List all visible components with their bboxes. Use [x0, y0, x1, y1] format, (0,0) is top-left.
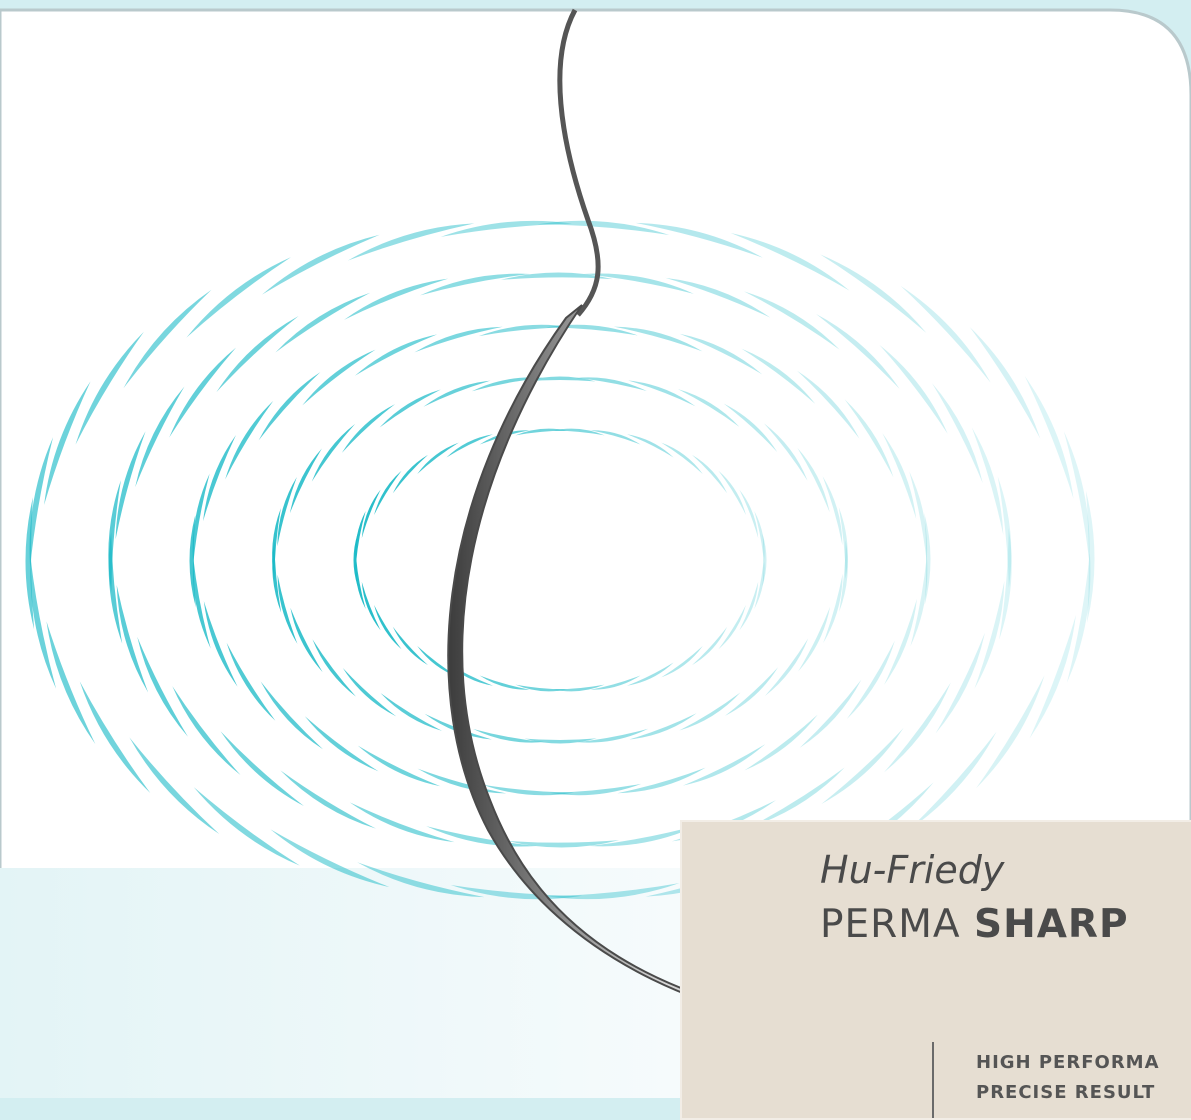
product-name: PERMA SHARP	[820, 902, 1129, 947]
divider	[932, 1042, 934, 1120]
product-card: Hu-Friedy PERMA SHARP HIGH PERFORMA PREC…	[680, 820, 1191, 1120]
tagline: HIGH PERFORMA	[976, 1052, 1160, 1073]
product-second: SHARP	[974, 902, 1129, 947]
product-first: PERMA	[820, 902, 961, 947]
page: {"brand": "Hu-Friedy", "product": {"firs…	[0, 0, 1191, 1098]
floor	[0, 868, 680, 1098]
tagline: PRECISE RESULT	[976, 1082, 1155, 1103]
brand: Hu-Friedy	[820, 848, 1004, 892]
